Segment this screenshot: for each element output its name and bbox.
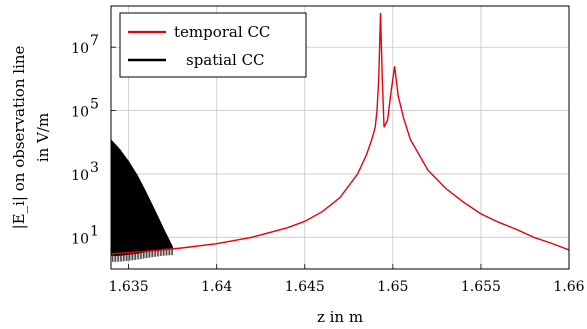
y-tick-exponent: 3 (90, 160, 99, 176)
x-axis-ticks: 1.635 1.64 1.645 1.65 1.655 1.66 (109, 264, 585, 295)
x-axis-label: z in m (317, 308, 363, 326)
spatial-cc-spikes (110, 139, 174, 263)
y-axis-label-line2: in V/m (34, 113, 52, 162)
legend-box (119, 12, 307, 78)
y-tick-exponent: 7 (90, 33, 99, 49)
legend-label-temporal-cc: temporal CC (174, 23, 270, 41)
y-tick-exponent: 5 (90, 97, 99, 113)
plot-frame (110, 5, 570, 270)
x-tick-label: 1.64 (201, 279, 232, 295)
y-tick-exponent: 1 (90, 223, 99, 239)
y-tick-label: 10 (71, 105, 89, 121)
x-tick-label: 1.65 (377, 279, 408, 295)
y-tick-label: 10 (71, 41, 89, 57)
x-tick-label: 1.635 (109, 279, 149, 295)
y-tick-label: 10 (71, 168, 89, 184)
x-tick-label: 1.66 (553, 279, 584, 295)
legend-label-spatial-cc: spatial CC (186, 51, 265, 69)
y-tick-label: 10 (71, 231, 89, 247)
x-tick-label: 1.655 (461, 279, 501, 295)
y-axis-label-line1: |E_i| on observation line (10, 45, 28, 229)
temporal-cc-line (110, 13, 570, 255)
x-tick-label: 1.645 (285, 279, 325, 295)
legend: temporal CC spatial CC (119, 12, 307, 78)
